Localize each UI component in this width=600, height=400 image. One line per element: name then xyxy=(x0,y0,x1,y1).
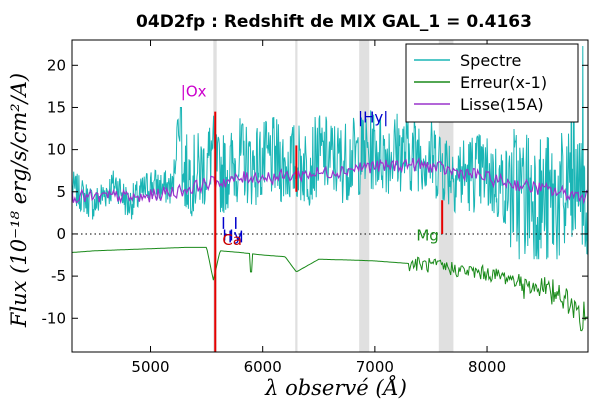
legend-label-2: Lisse(15A) xyxy=(460,95,544,114)
legend-label-0: Spectre xyxy=(460,51,521,70)
y-tick-label-2: 0 xyxy=(56,225,66,243)
feature-label-0: |Ox xyxy=(181,82,207,100)
legend-label-1: Erreur(x-1) xyxy=(460,73,547,92)
grey-band-2 xyxy=(359,40,370,352)
x-tick-label-3: 8000 xyxy=(468,358,506,376)
feature-label-3: Ca xyxy=(222,231,242,249)
x-tick-label-1: 6000 xyxy=(244,358,282,376)
axes-frame xyxy=(71,39,589,353)
series-lisse xyxy=(71,156,589,205)
feature-label-2: Hy xyxy=(222,227,242,245)
x-axis-label: λ observé (Å) xyxy=(264,375,407,400)
legend-box xyxy=(405,43,579,123)
feature-label-4: Mg xyxy=(416,227,438,245)
series-spectre xyxy=(71,45,589,260)
feature-label-1: |Hy| xyxy=(358,109,388,127)
y-tick-label-3: 5 xyxy=(56,183,66,201)
legend: Spectre Erreur(x-1) Lisse(15A) xyxy=(405,43,579,123)
y-tick-label-4: 10 xyxy=(47,141,66,159)
y-tick-label-6: 20 xyxy=(47,56,66,74)
y-axis-label: Flux (10⁻¹⁸ erg/s/cm²/A) xyxy=(7,73,31,328)
y-tick-label-0: -10 xyxy=(42,309,67,327)
series-erreur xyxy=(71,246,589,332)
x-tick-label-0: 5000 xyxy=(131,358,169,376)
y-tick-label-1: -5 xyxy=(51,267,66,285)
chart-title: 04D2fp : Redshift de MIX GAL_1 = 0.4163 xyxy=(136,12,532,32)
x-tick-label-2: 7000 xyxy=(356,358,394,376)
y-tick-label-5: 15 xyxy=(47,98,66,116)
